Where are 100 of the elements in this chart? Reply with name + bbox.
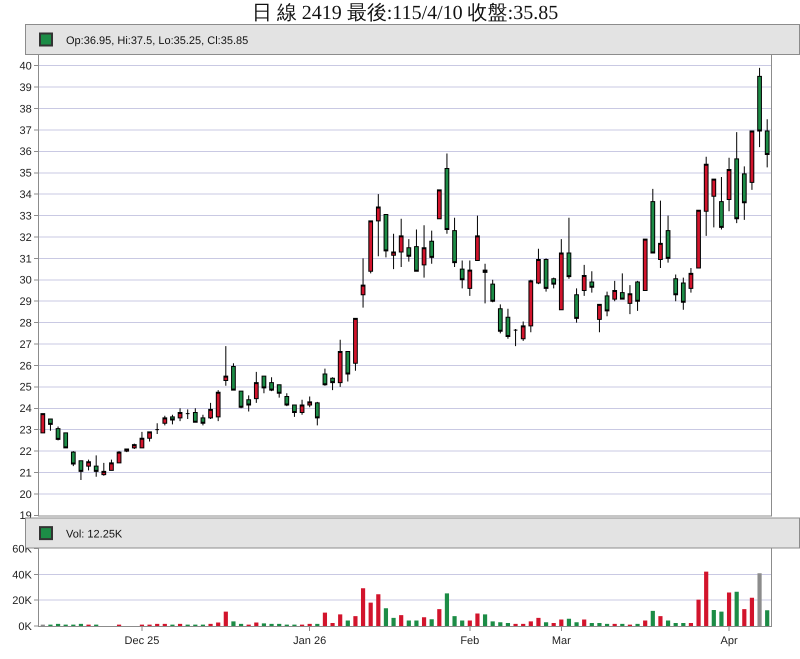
candlestick [322, 368, 328, 386]
bar [726, 592, 732, 626]
bar [528, 621, 533, 626]
bar [742, 609, 746, 626]
x-tick-label: Feb [460, 635, 480, 648]
candlestick [353, 318, 358, 372]
candlestick [658, 200, 663, 269]
y-tick-label: 22 [20, 446, 32, 458]
candlestick [650, 188, 656, 254]
bar [322, 612, 328, 626]
candlestick [597, 304, 602, 333]
bar [346, 620, 350, 626]
candlestick [726, 157, 732, 212]
x-tick-label: Jan 26 [293, 635, 326, 648]
candlestick [680, 277, 686, 310]
y-tick-label: 27 [20, 338, 32, 351]
bar [658, 616, 663, 626]
candlestick [338, 339, 343, 388]
candlestick [673, 274, 678, 302]
bar [590, 623, 594, 626]
candlestick [170, 414, 175, 425]
bar [444, 593, 450, 626]
candlestick [688, 268, 694, 294]
bar [582, 620, 586, 626]
y-tick-label: 31 [20, 253, 32, 266]
candlestick [467, 260, 472, 296]
candlestick [368, 220, 374, 274]
candlestick [589, 270, 594, 294]
candlestick [558, 238, 564, 310]
y-tick-label: 37 [20, 124, 32, 137]
candlestick [704, 156, 709, 236]
bar [719, 612, 724, 626]
candlestick [162, 415, 168, 426]
candlestick [292, 404, 297, 418]
bar [696, 600, 701, 626]
bar [360, 588, 366, 626]
candlestick [262, 376, 266, 394]
y-tick-label: 29 [20, 296, 32, 308]
bar [475, 613, 480, 626]
x-tick-label: Apr [720, 635, 738, 648]
candlestick [269, 376, 274, 392]
candlestick [742, 166, 747, 220]
bar [376, 594, 380, 626]
candlestick [506, 308, 510, 340]
candlestick [582, 264, 587, 296]
bar [490, 621, 495, 626]
candlestick [116, 450, 122, 464]
bar [338, 614, 342, 626]
candlestick [86, 459, 91, 471]
candlestick [78, 460, 84, 480]
candlestick [192, 408, 198, 423]
y-tick-label: 23 [20, 424, 32, 437]
bar [224, 612, 228, 626]
bar [406, 620, 411, 626]
candlestick [276, 384, 282, 398]
candlestick [757, 67, 762, 148]
candlestick [384, 214, 388, 258]
bar [498, 622, 502, 626]
bar [666, 620, 670, 626]
bar [506, 623, 510, 626]
bar [688, 623, 694, 626]
y-tick-label: 39 [20, 82, 32, 94]
bar [597, 623, 602, 626]
y-tick-label: 0K [18, 620, 32, 633]
candlestick [345, 351, 350, 382]
candlestick [48, 418, 53, 432]
candlestick [101, 462, 106, 476]
candlestick [414, 229, 419, 272]
candlestick [764, 118, 770, 168]
bar [643, 620, 648, 626]
bar [452, 616, 457, 626]
candlestick [566, 217, 572, 280]
bar [391, 618, 396, 626]
y-tick-label: 28 [20, 317, 32, 330]
candlestick [628, 284, 632, 315]
bar [231, 621, 236, 626]
bar [353, 616, 358, 626]
candlestick [254, 371, 259, 404]
candlestick [132, 443, 137, 450]
bar [262, 623, 266, 626]
y-tick-label: 25 [20, 382, 32, 394]
bar [399, 615, 404, 626]
candlestick [444, 152, 450, 234]
candlestick [178, 408, 182, 422]
candlestick [223, 346, 228, 386]
candlestick [94, 454, 99, 478]
bar [422, 617, 426, 626]
candlestick [635, 280, 640, 312]
candlestick [360, 258, 366, 308]
candlestick [231, 362, 236, 391]
candlestick [208, 402, 213, 420]
candlestick [490, 279, 496, 303]
chart-title: 日 線 2419 最後:115/4/10 收盤:35.85 [252, 2, 558, 24]
bar [330, 623, 335, 626]
candlestick [406, 238, 412, 262]
x-tick-label: Dec 25 [124, 635, 160, 648]
candlestick [498, 304, 503, 334]
candlestick [696, 210, 701, 269]
y-tick-label: 20K [12, 595, 32, 608]
candlestick [666, 215, 670, 264]
